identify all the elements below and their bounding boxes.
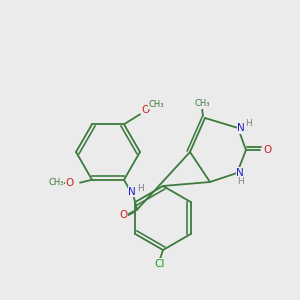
Text: CH₃: CH₃ <box>48 178 64 187</box>
Text: CH₃: CH₃ <box>194 100 210 109</box>
Text: O: O <box>142 105 150 115</box>
Text: N: N <box>128 187 136 197</box>
Text: O: O <box>66 178 74 188</box>
Text: CH₃: CH₃ <box>148 100 164 109</box>
Text: H: H <box>238 176 244 185</box>
Text: H: H <box>136 184 143 193</box>
Text: Cl: Cl <box>155 259 165 269</box>
Text: N: N <box>236 168 244 178</box>
Text: O: O <box>264 145 272 155</box>
Text: O: O <box>119 210 127 220</box>
Text: N: N <box>237 123 245 133</box>
Text: H: H <box>246 118 252 127</box>
